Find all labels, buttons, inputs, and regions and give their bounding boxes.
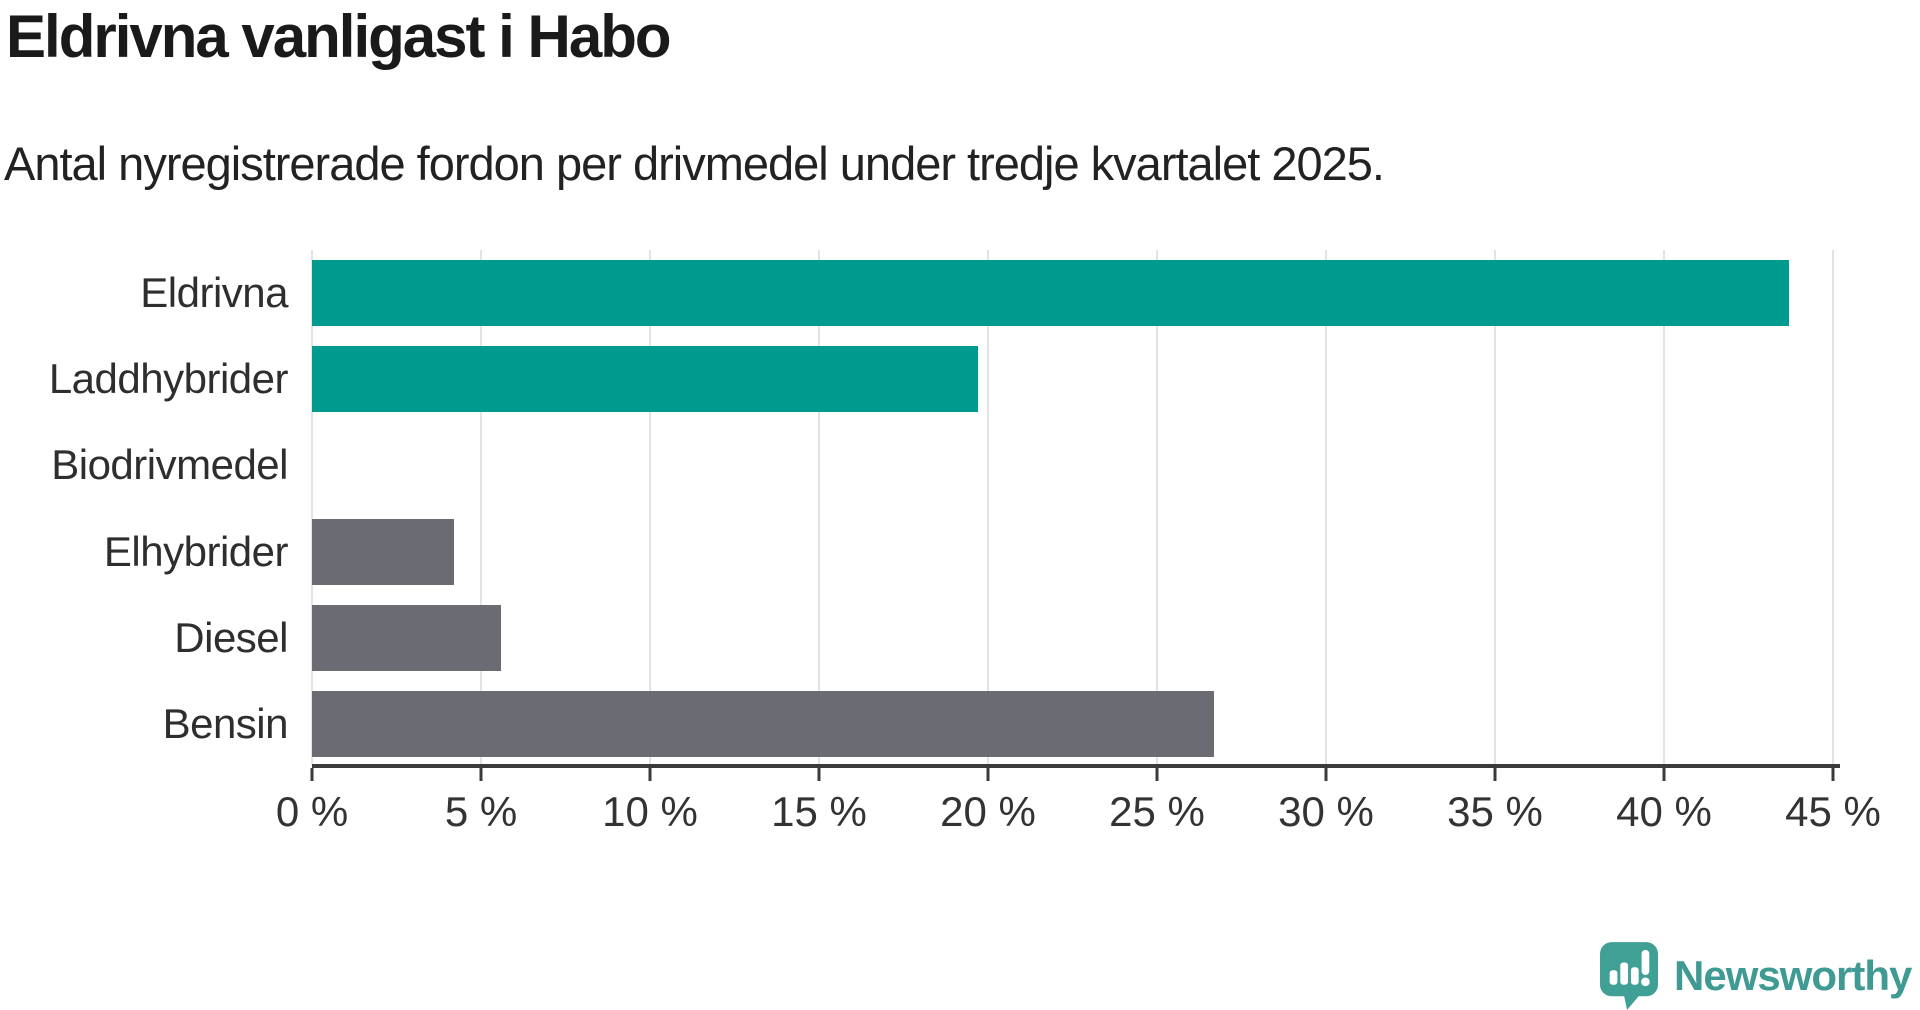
category-axis: Eldrivna Laddhybrider Biodrivmedel Elhybrid… [0, 250, 289, 767]
category-label: Diesel [174, 613, 288, 661]
x-tick-label: 20 % [940, 788, 1036, 835]
gridline [311, 250, 313, 765]
axis-tick [986, 768, 990, 781]
brand-name: Newsworthy [1674, 952, 1912, 999]
x-tick-label: 10 % [602, 788, 698, 835]
gridline [987, 250, 989, 765]
chart-title: Eldrivna vanligast i Habo [6, 3, 672, 70]
gridline [1325, 250, 1327, 765]
x-tick-label: 0 % [275, 788, 349, 835]
axis-tick [310, 768, 314, 781]
chart-subtitle: Antal nyregistrerade fordon per drivmede… [4, 137, 1385, 190]
axis-tick [1493, 768, 1497, 781]
axis-tick [817, 768, 821, 781]
axis-tick [1831, 768, 1835, 781]
axis-tick [1662, 768, 1666, 781]
gridline [480, 250, 482, 765]
x-axis-line [312, 764, 1840, 768]
category-label: Biodrivmedel [51, 441, 288, 489]
gridline [1832, 250, 1834, 765]
axis-tick [479, 768, 483, 781]
brand-logo: Newsworthy [1600, 942, 1912, 1010]
bar-bensin [312, 690, 1215, 757]
x-tick-label: 45 % [1785, 788, 1881, 835]
x-tick-label: 40 % [1616, 788, 1712, 835]
plot-area: 0 % 5 % 10 % 15 % 20 % 25 % 30 % 35 % 40 % 45 % [276, 250, 1881, 835]
gridline [1663, 250, 1665, 765]
category-label: Elhybrider [103, 527, 289, 575]
category-label: Bensin [162, 699, 289, 747]
axis-tick [1155, 768, 1159, 781]
x-tick-label: 35 % [1447, 788, 1543, 835]
gridline [649, 250, 651, 765]
category-label: Eldrivna [140, 269, 288, 316]
x-tick-label: 15 % [771, 788, 867, 835]
gridline [1156, 250, 1158, 765]
gridline [818, 250, 820, 765]
x-tick-label: 25 % [1109, 788, 1205, 835]
bar-eldrivna [312, 260, 1790, 327]
axis-tick [648, 768, 652, 781]
axis-tick [1324, 768, 1328, 781]
bar-laddhybrider [312, 346, 978, 413]
category-label: Laddhybrider [48, 355, 289, 403]
bar-diesel [312, 604, 502, 671]
newsworthy-logo-icon [1600, 942, 1658, 1010]
x-tick-label: 5 % [444, 788, 518, 835]
x-tick-label: 30 % [1278, 788, 1374, 835]
bar-elhybrider [312, 518, 454, 585]
gridline [1494, 250, 1496, 765]
